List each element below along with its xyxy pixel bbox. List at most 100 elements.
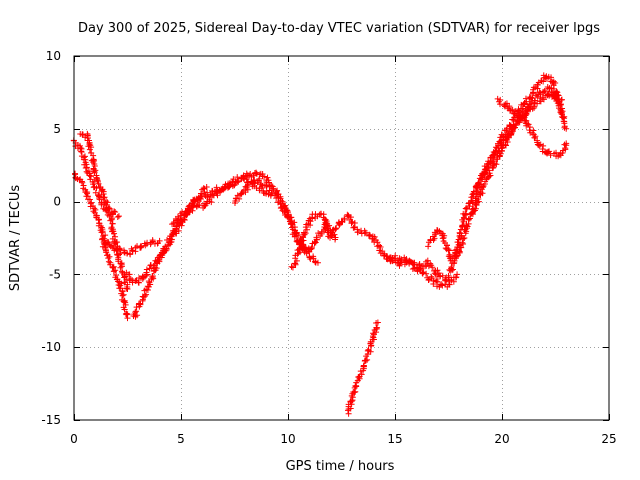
data-point bbox=[95, 216, 102, 223]
data-point bbox=[91, 163, 98, 170]
x-tick-label: 5 bbox=[177, 432, 185, 446]
y-axis-title: SDTVAR / TECUs bbox=[8, 185, 23, 292]
data-point bbox=[314, 259, 321, 266]
data-point bbox=[542, 87, 549, 94]
data-point bbox=[530, 89, 537, 96]
data-point bbox=[377, 244, 384, 251]
data-point bbox=[147, 281, 154, 288]
data-point bbox=[497, 101, 504, 108]
data-point bbox=[87, 173, 94, 180]
data-point bbox=[486, 170, 493, 177]
data-point bbox=[189, 207, 196, 214]
data-point bbox=[465, 216, 472, 223]
data-point bbox=[472, 205, 479, 212]
data-point bbox=[297, 245, 304, 252]
data-point bbox=[139, 293, 146, 300]
data-point bbox=[347, 214, 354, 221]
data-point bbox=[114, 213, 121, 220]
data-point bbox=[135, 301, 142, 308]
data-point bbox=[331, 231, 338, 238]
data-point bbox=[113, 247, 120, 254]
data-point bbox=[118, 280, 125, 287]
data-point bbox=[546, 148, 553, 155]
data-point bbox=[445, 247, 452, 254]
data-point bbox=[238, 190, 245, 197]
data-point bbox=[540, 78, 547, 85]
data-point bbox=[111, 208, 118, 215]
data-point bbox=[213, 184, 220, 191]
data-point bbox=[411, 259, 418, 266]
data-point bbox=[88, 149, 95, 156]
data-point bbox=[482, 166, 489, 173]
data-point bbox=[494, 95, 501, 102]
data-point bbox=[79, 179, 86, 186]
data-point bbox=[90, 181, 97, 188]
data-point bbox=[236, 195, 243, 202]
data-point bbox=[548, 88, 555, 95]
data-point bbox=[459, 239, 466, 246]
data-point bbox=[86, 146, 93, 153]
data-point bbox=[93, 185, 100, 192]
plot-border bbox=[73, 55, 610, 421]
data-point bbox=[303, 250, 310, 257]
data-point bbox=[247, 171, 254, 178]
data-point bbox=[425, 276, 432, 283]
data-point bbox=[122, 301, 129, 308]
data-point bbox=[329, 227, 336, 234]
data-point bbox=[274, 191, 281, 198]
data-point bbox=[312, 239, 319, 246]
data-point bbox=[434, 267, 441, 274]
data-point bbox=[105, 258, 112, 265]
x-axis-title: GPS time / hours bbox=[286, 459, 395, 474]
data-point bbox=[374, 319, 381, 326]
data-point bbox=[84, 190, 91, 197]
data-point bbox=[332, 225, 339, 232]
data-point bbox=[189, 200, 196, 207]
data-points bbox=[70, 72, 570, 417]
data-point bbox=[523, 98, 530, 105]
data-point bbox=[446, 281, 453, 288]
data-point bbox=[134, 312, 141, 319]
data-point bbox=[112, 267, 119, 274]
data-point bbox=[121, 306, 128, 313]
data-point bbox=[103, 204, 110, 211]
data-point bbox=[263, 183, 270, 190]
data-point bbox=[475, 180, 482, 187]
data-point bbox=[514, 108, 521, 115]
data-point bbox=[172, 217, 179, 224]
data-point bbox=[311, 240, 318, 247]
data-series bbox=[72, 170, 163, 258]
x-tick-label: 15 bbox=[387, 432, 402, 446]
data-point bbox=[461, 235, 468, 242]
data-point bbox=[364, 356, 371, 363]
data-point bbox=[231, 182, 238, 189]
data-point bbox=[99, 235, 106, 242]
data-point bbox=[295, 232, 302, 239]
data-point bbox=[99, 187, 106, 194]
data-point bbox=[475, 198, 482, 205]
data-point bbox=[260, 189, 267, 196]
data-point bbox=[540, 96, 547, 103]
data-point bbox=[253, 169, 260, 176]
data-point bbox=[149, 237, 156, 244]
data-point bbox=[498, 147, 505, 154]
data-point bbox=[93, 212, 100, 219]
data-point bbox=[479, 184, 486, 191]
data-point bbox=[104, 199, 111, 206]
data-point bbox=[491, 160, 498, 167]
data-point bbox=[435, 270, 442, 277]
data-point bbox=[308, 244, 315, 251]
data-point bbox=[120, 291, 127, 298]
data-point bbox=[107, 217, 114, 224]
data-point bbox=[453, 274, 460, 281]
grid bbox=[74, 56, 609, 420]
data-point bbox=[376, 247, 383, 254]
y-tick-label: 10 bbox=[46, 49, 61, 63]
data-point bbox=[425, 243, 432, 250]
data-point bbox=[497, 150, 504, 157]
data-point bbox=[78, 148, 85, 155]
x-tick-label: 20 bbox=[494, 432, 509, 446]
data-point bbox=[143, 291, 150, 298]
data-point bbox=[153, 265, 160, 272]
data-series bbox=[98, 235, 131, 322]
